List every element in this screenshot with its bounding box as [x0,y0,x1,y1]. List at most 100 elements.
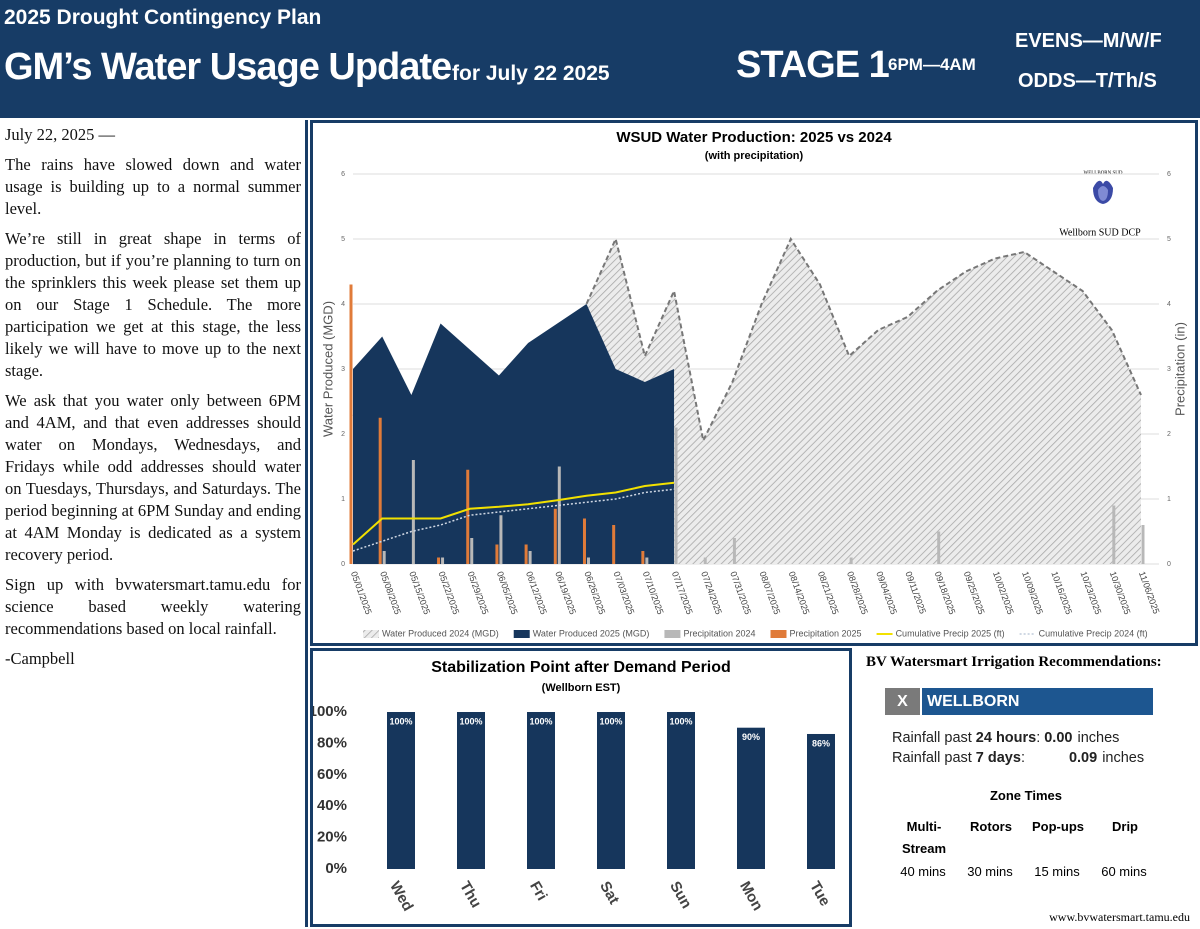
rain-unit: inches [1102,750,1145,766]
odds: ODDS—T/Th/S [1018,70,1157,92]
x-tick-label: 09/11/2025 [903,570,928,615]
precip-bar [582,518,586,564]
ws-title: BV Watersmart Irrigation Recommendations… [866,654,1162,670]
x-tick-label: 07/24/2025 [699,570,724,616]
precip-bar [524,544,528,564]
precip-bar [466,469,470,564]
x-tick-label: 06/12/2025 [524,570,549,616]
x-tick-label: 07/10/2025 [641,570,666,616]
value-label: 100% [599,716,622,726]
y-tick-label: 6 [341,171,345,178]
legend-swatch [363,630,379,638]
zone-time: 40 mins [900,864,946,879]
value-label: 100% [529,716,552,726]
main-chart-panel: WSUD Water Production: 2025 vs 2024 (with… [310,120,1198,646]
chart-title: Stabilization Point after Demand Period [431,659,731,676]
y2-tick-label: 0 [1167,561,1171,568]
place: WELLBORN [922,688,1153,715]
x-tick-label: 06/05/2025 [495,570,520,616]
value-label: 100% [459,716,482,726]
x-tick-label: 08/14/2025 [787,570,812,616]
legend-swatch [770,630,787,638]
precip-bar [437,557,441,564]
x-tick-label: 05/08/2025 [378,570,403,616]
precip-bar [470,538,474,564]
line [352,481,675,546]
y2-axis-label: Precipitation (in) [1172,322,1187,416]
x-tick-label: 11/06/2025 [1137,570,1162,615]
precip-bar [553,508,557,564]
rain-sep: : [1020,750,1025,766]
y2-tick-label: 6 [1167,171,1171,178]
precip-bar [849,557,853,564]
line [352,488,675,552]
y2-tick-label: 5 [1167,236,1171,243]
y2-tick-label: 4 [1167,301,1171,308]
zone-time: 15 mins [1034,864,1080,879]
precip-bar [674,427,678,564]
zone-time: 60 mins [1101,864,1147,879]
main-chart: WSUD Water Production: 2025 vs 2024 (with… [320,129,1187,638]
x-tick-label: 10/16/2025 [1049,570,1074,616]
x-tick-label: 05/15/2025 [407,570,432,616]
kicker: 2025 Drought Contingency Plan [4,6,322,29]
y2-tick-label: 3 [1167,366,1171,373]
rain-sep: : [1036,730,1041,746]
bar-chart-panel: Stabilization Point after Demand Period (… [309,648,852,927]
x-tick-label: 08/21/2025 [816,570,841,616]
y-tick-label: 100% [313,703,347,720]
date: July 22, 2025 — [5,125,116,144]
value-label: 86% [812,738,830,748]
legend-label: Cumulative Precip 2025 (ft) [896,628,1005,638]
bar [807,733,835,869]
close-button[interactable]: X [885,688,920,715]
precip-bar [703,557,707,564]
hours: 6PM—4AM [888,55,976,74]
rain-value: 0.09 [1068,750,1098,766]
x-tick-label: Fri [526,878,550,903]
legend-swatch [664,630,681,638]
bar [737,727,765,869]
precip-bar [382,551,386,564]
precip-bar [528,551,532,564]
precip-bar [1112,505,1116,564]
x-tick-label: 09/25/2025 [962,570,987,616]
y-tick-label: 2 [341,431,345,438]
rain-pre: Rainfall past [892,750,972,766]
x-tick-label: 05/01/2025 [349,570,374,616]
x-tick-label: Sun [666,878,695,911]
x-tick-label: Wed [386,878,416,914]
bar [597,712,625,869]
x-tick-label: Thu [456,878,484,910]
x-tick-label: 08/28/2025 [845,570,870,616]
chart-subtitle: (Wellborn EST) [542,682,621,694]
y-tick-label: 60% [317,766,347,783]
x-tick-label: Sat [596,878,622,907]
rain-period: 7 days [975,750,1021,766]
y-tick-label: 5 [341,236,345,243]
legend-label: Precipitation 2024 [683,628,755,638]
x-tick-label: 05/22/2025 [436,570,461,616]
legend-label: Precipitation 2025 [790,628,862,638]
zone-name: Multi-Stream [901,819,947,856]
y-tick-label: 80% [317,734,347,751]
chart-subtitle: (with precipitation) [705,150,804,162]
x-tick-label: 07/03/2025 [612,570,637,616]
paragraph: We’re still in great shape in terms of p… [5,229,301,380]
rain-unit: inches [1077,730,1120,746]
x-tick-label: 07/17/2025 [670,570,695,616]
legend-label: Water Produced 2025 (MGD) [533,628,650,638]
evens: EVENS—M/W/F [1015,30,1162,52]
zone-name: Pop-ups [1032,819,1084,834]
precip-bar [641,551,645,564]
legend-label: Water Produced 2024 (MGD) [382,628,499,638]
precip-bar [586,557,590,564]
y-tick-label: 1 [341,496,345,503]
zone-name: Drip [1112,819,1138,834]
paragraph: Sign up with bvwatersmart.tamu.edu for s… [5,575,301,638]
value-label: 100% [669,716,692,726]
precip-bar [495,544,499,564]
title: GM’s Water Usage Update [4,46,452,88]
header: 2025 Drought Contingency Plan GM’s Water… [0,0,1200,118]
